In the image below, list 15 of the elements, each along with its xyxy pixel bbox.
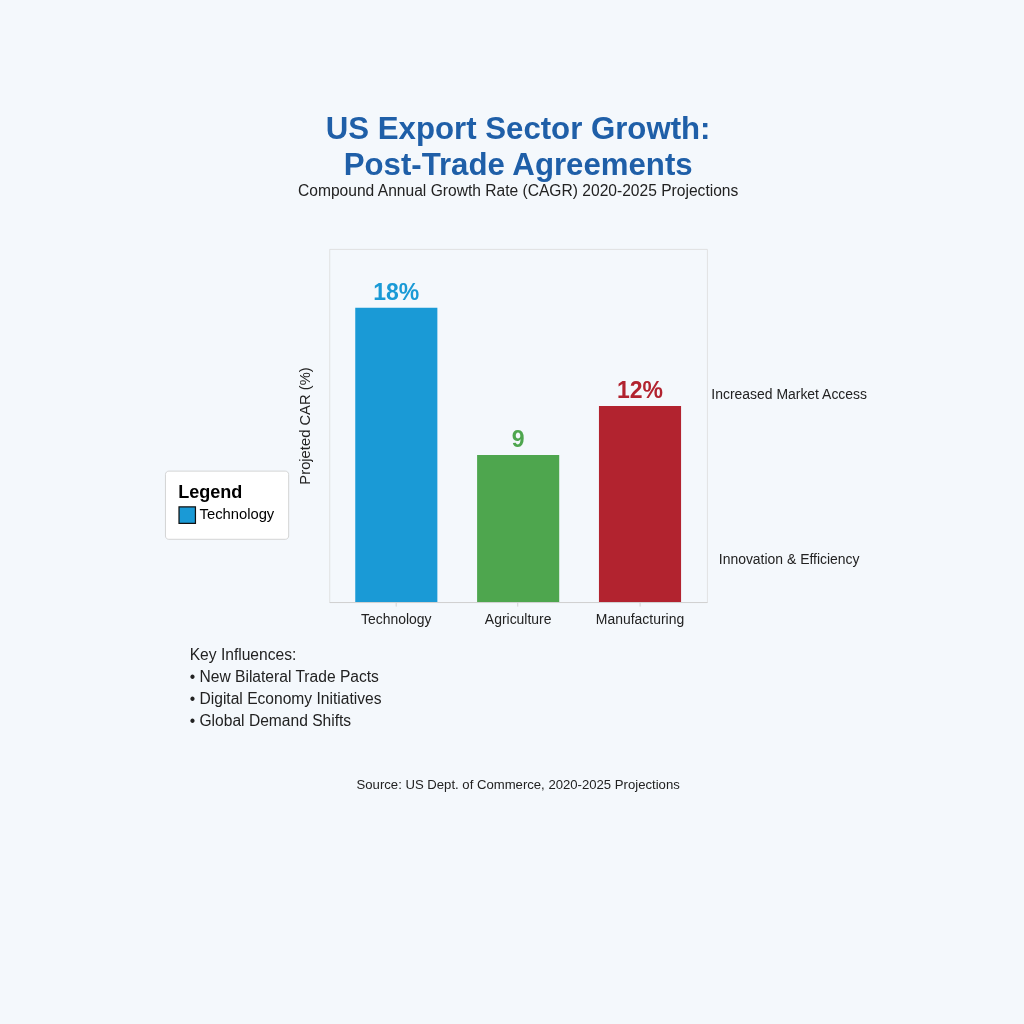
- data-label: 12%: [617, 376, 664, 403]
- legend-label: Technology: [199, 506, 275, 523]
- y-axis-title: Projeted CAR (%): [296, 367, 313, 485]
- legend-title: Legend: [178, 481, 243, 502]
- data-label: 18%: [373, 278, 420, 305]
- chart-title: US Export Sector Growth: Post-Trade Agreements: [325, 110, 711, 183]
- x-tick-label: Agriculture: [484, 610, 552, 627]
- text: Key Influences: • New Bilateral Trade Pacts • Digital Economy Initiatives • Global Demand Shifts: [189, 645, 382, 730]
- chart-subtitle: Compound Annual Growth Rate (CAGR) 2020-2025 Projections: [297, 182, 739, 200]
- data-label: 9: [511, 425, 525, 452]
- x-tick-label: Manufacturing: [595, 610, 685, 627]
- source-note: Source: US Dept. of Commerce, 2020-2025 Projections: [356, 777, 681, 793]
- x-tick-label: Technology: [361, 610, 432, 627]
- text: Increased Market Access: [711, 386, 868, 403]
- text: Innovation & Efficiency: [718, 550, 860, 567]
